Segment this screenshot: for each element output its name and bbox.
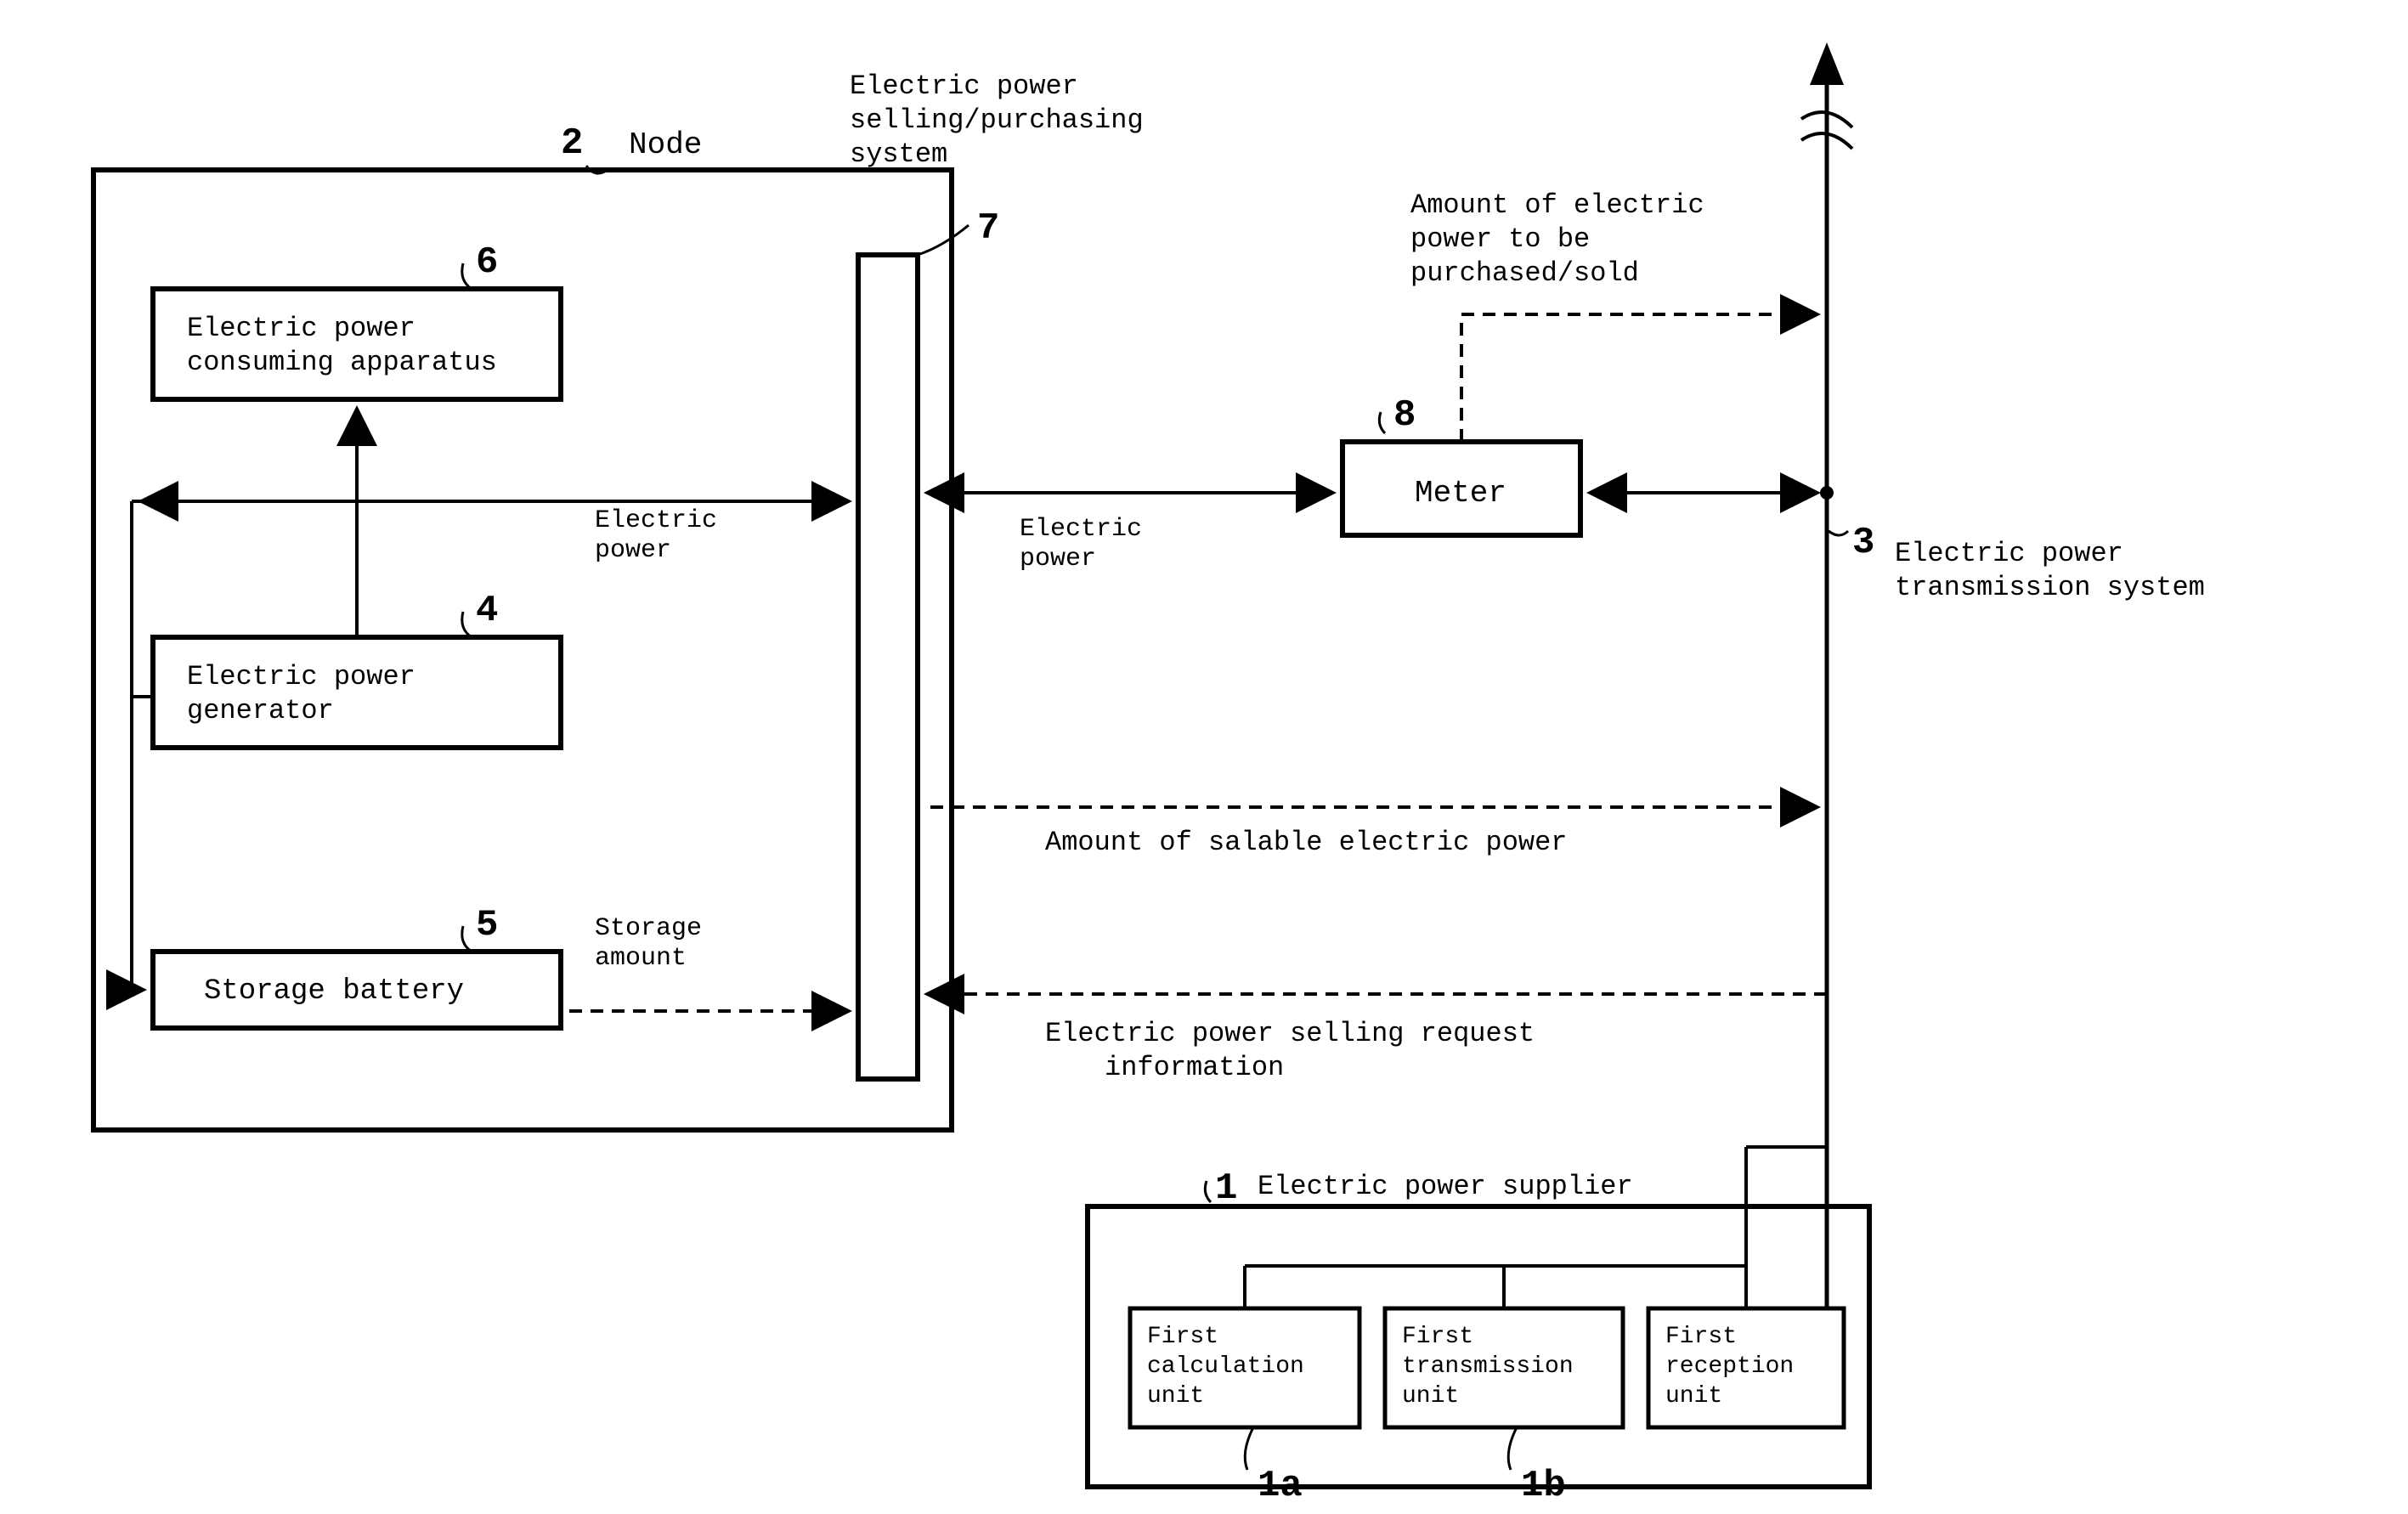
ep-label-2b: power <box>1020 545 1096 573</box>
box4-number: 4 <box>476 590 498 632</box>
consuming-apparatus-box <box>153 289 561 399</box>
box1-number: 1 <box>1215 1167 1237 1210</box>
transmission-label2: transmission system <box>1895 572 2205 603</box>
box6-number: 6 <box>476 241 498 284</box>
ep-label-1b: power <box>595 536 671 565</box>
box1c-l3: unit <box>1665 1383 1722 1409</box>
box4-label1: Electric power <box>187 661 415 692</box>
box1b-l2: transmission <box>1402 1353 1574 1380</box>
box1b-l3: unit <box>1402 1383 1459 1409</box>
transmission-label1: Electric power <box>1895 538 2123 569</box>
ep-label-1a: Electric <box>595 506 717 535</box>
ep-label-2a: Electric <box>1020 515 1142 544</box>
box1-label: Electric power supplier <box>1258 1171 1633 1202</box>
box1a-l3: unit <box>1147 1383 1204 1409</box>
box1b-number: 1b <box>1521 1465 1566 1507</box>
system-title-2: selling/purchasing <box>850 105 1144 136</box>
salable-label: Amount of salable electric power <box>1045 827 1568 858</box>
selling-req-label2: information <box>1105 1052 1284 1083</box>
system-title-3: system <box>850 138 947 170</box>
box1b-l1: First <box>1402 1324 1473 1350</box>
box4-label2: generator <box>187 695 334 726</box>
node-label: Node <box>629 127 702 162</box>
generator-box <box>153 637 561 748</box>
box6-label1: Electric power <box>187 313 415 344</box>
node-number: 2 <box>561 122 583 165</box>
meter-label: Meter <box>1415 476 1506 511</box>
storage-label1: Storage <box>595 914 702 943</box>
box6-label2: consuming apparatus <box>187 347 497 378</box>
box1c-l1: First <box>1665 1324 1737 1350</box>
box1a-number: 1a <box>1258 1465 1303 1507</box>
box5-number: 5 <box>476 904 498 946</box>
box5-label: Storage battery <box>204 975 464 1008</box>
storage-label2: amount <box>595 944 687 973</box>
purchased-label1: Amount of electric <box>1410 189 1704 221</box>
box1c-l2: reception <box>1665 1353 1794 1380</box>
purchased-label2: power to be <box>1410 223 1590 255</box>
transmission-number: 3 <box>1852 522 1874 564</box>
box8-number: 8 <box>1393 394 1416 437</box>
box7-number: 7 <box>977 207 999 250</box>
diagram-canvas: 2 Node Electric power selling/purchasing… <box>0 0 2408 1514</box>
selling-req-label1: Electric power selling request <box>1045 1018 1535 1049</box>
box-7 <box>858 255 918 1079</box>
box1a-l2: calculation <box>1147 1353 1304 1380</box>
system-title-1: Electric power <box>850 71 1078 102</box>
purchased-label3: purchased/sold <box>1410 257 1639 289</box>
box1a-l1: First <box>1147 1324 1218 1350</box>
